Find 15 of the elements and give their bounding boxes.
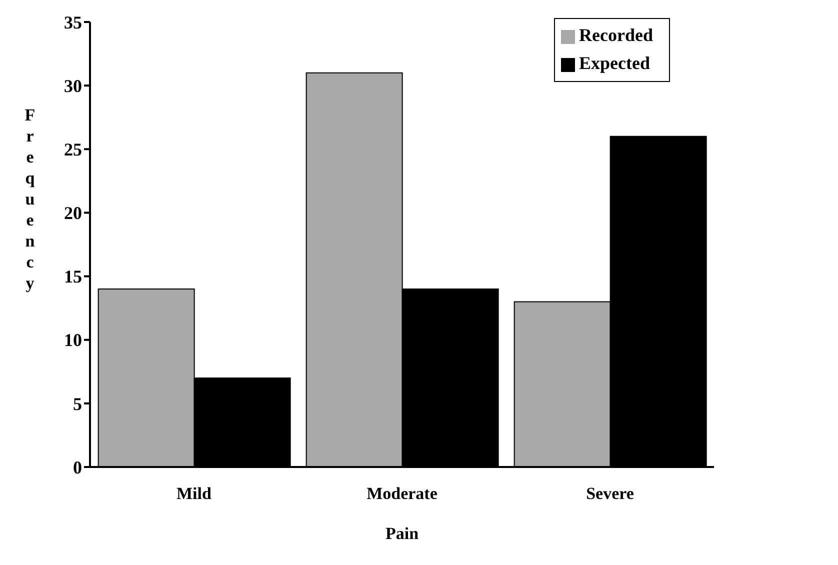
x-axis-title: Pain <box>385 524 420 543</box>
legend-label: Expected <box>579 53 650 73</box>
y-tick-label: 10 <box>64 330 82 350</box>
y-tick-label: 5 <box>73 394 82 414</box>
y-tick-label: 35 <box>64 12 82 32</box>
y-tick-label: 20 <box>64 203 82 224</box>
y-tick-label: 30 <box>64 76 82 96</box>
y-tick-label: 25 <box>64 140 82 160</box>
y-tick-label: 0 <box>73 457 82 478</box>
x-tick-label: Mild <box>176 484 212 504</box>
legend-label: Recorded <box>579 25 653 45</box>
y-tick-label: 15 <box>64 266 82 287</box>
x-tick-label: Severe <box>586 484 634 504</box>
text: Frequency <box>24 106 36 292</box>
x-tick-label: Moderate <box>366 484 438 504</box>
